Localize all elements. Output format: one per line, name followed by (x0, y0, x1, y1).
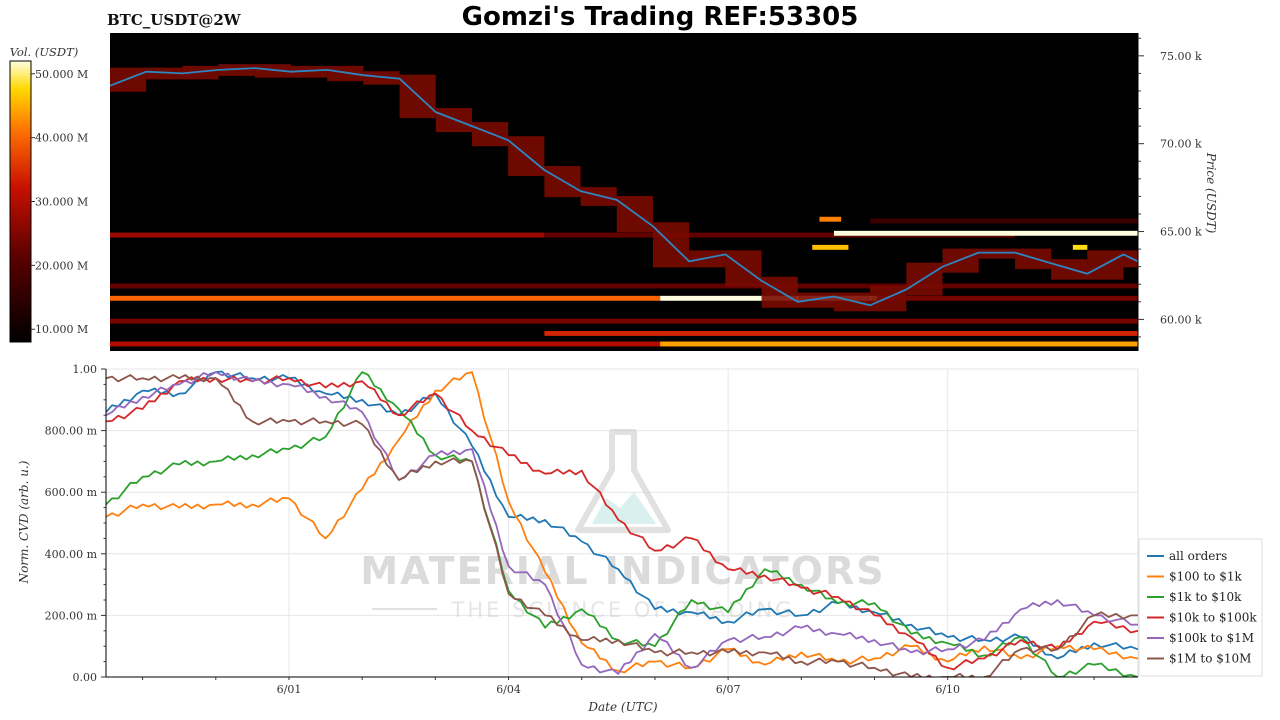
cvd-y-tick-label: 400.00 m (45, 548, 98, 561)
watermark-sub: THE SCIENCE OF TRADING (451, 598, 795, 622)
heatmap-price-trail (182, 65, 219, 80)
price-tick-label: 65.00 k (1160, 226, 1202, 239)
heatmap-band (544, 232, 1015, 238)
heatmap-band (110, 295, 661, 301)
flask-liquid-icon (592, 492, 656, 524)
heatmap-price-trail (435, 108, 472, 133)
cvd-series-line (106, 371, 1138, 674)
chart-title: Gomzi's Trading REF:53305 (462, 2, 859, 32)
heatmap-band (819, 216, 842, 222)
cvd-x-tick-label: 6/04 (496, 683, 521, 696)
price-tick-label: 70.00 k (1160, 138, 1202, 151)
cvd-series-line (106, 371, 1138, 675)
cvd-y-tick-label: 1.00 (73, 363, 98, 376)
heatmap-price-trail (290, 65, 328, 78)
colorbar-tick-label: 30.000 M (35, 196, 88, 209)
heatmap-price-trail (1051, 259, 1088, 280)
colorbar-tick-label: 50.000 M (35, 68, 88, 81)
cvd-series-line (106, 370, 1138, 660)
heatmap-price-trail (471, 122, 509, 147)
heatmap-band (877, 295, 1138, 301)
legend-label: $100k to $1M (1169, 631, 1254, 645)
legend-label: $1M to $10M (1169, 652, 1251, 666)
colorbar (9, 60, 32, 343)
colorbar-tick-label: 40.000 M (35, 132, 88, 145)
heatmap-band (110, 283, 1138, 289)
heatmap-band (110, 341, 1138, 347)
cvd-series-line (106, 374, 1138, 677)
heatmap-price-trail (870, 285, 907, 312)
price-tick-label: 60.00 k (1160, 313, 1202, 326)
heatmap-band (544, 330, 1138, 336)
cvd-y-tick-label: 200.00 m (45, 609, 98, 622)
cvd-y-tick-label: 600.00 m (45, 486, 98, 499)
heatmap-price-trail (1014, 248, 1052, 270)
colorbar-tick-label: 20.000 M (35, 259, 88, 272)
heatmap-price-trail (363, 71, 400, 85)
heatmap-price-trail (689, 250, 726, 268)
heatmap-price-trail (833, 292, 871, 312)
legend-label: $1k to $10k (1169, 590, 1242, 604)
colorbar-label: Vol. (USDT) (10, 45, 79, 59)
heatmap-price-trail (218, 64, 255, 76)
heatmap-price-trail (978, 248, 1015, 259)
heatmap-band (1072, 244, 1088, 250)
heatmap-price-trail (580, 187, 617, 206)
symbol-label: BTC_USDT@2W (107, 11, 242, 29)
watermark-main: MATERIAL INDICATORS (360, 549, 885, 593)
legend-box (1138, 538, 1263, 677)
heatmap-price-trail (797, 292, 834, 308)
cvd-y-tick-label: 0.00 (73, 671, 98, 684)
cvd-x-tick-label: 6/07 (716, 683, 741, 696)
legend-label: all orders (1169, 549, 1227, 563)
heatmap-price-trail (110, 67, 147, 92)
cvd-x-tick-label: 6/01 (277, 683, 302, 696)
cvd-series-line (106, 375, 1138, 671)
cvd-ylabel: Norm. CVD (arb. u.) (17, 460, 31, 584)
price-tick-label: 75.00 k (1160, 50, 1202, 63)
legend-label: $100 to $1k (1169, 570, 1242, 584)
price-line (110, 67, 1138, 307)
heatmap-price-trail (327, 65, 364, 82)
heatmap-price-trail (254, 64, 291, 78)
heatmap-band (660, 341, 1138, 347)
heatmap-band (833, 230, 1138, 236)
flask-icon (575, 429, 671, 533)
heatmap-band (110, 232, 545, 238)
colorbar-tick-label: 10.000 M (35, 323, 88, 336)
heatmap-background (110, 33, 1138, 351)
heatmap-price-trail (942, 248, 979, 273)
cvd-x-tick-label: 6/10 (935, 683, 960, 696)
heatmap-ylabel: Price (USDT) (1204, 152, 1218, 234)
cvd-y-tick-label: 800.00 m (45, 425, 98, 438)
heatmap-price-trail (146, 67, 183, 80)
legend-label: $10k to $100k (1169, 611, 1257, 625)
cvd-xlabel: Date (UTC) (587, 700, 657, 714)
heatmap-band (870, 218, 1138, 224)
heatmap-band (812, 244, 849, 250)
heatmap-price-trail (544, 166, 581, 198)
heatmap-band (110, 318, 1138, 324)
